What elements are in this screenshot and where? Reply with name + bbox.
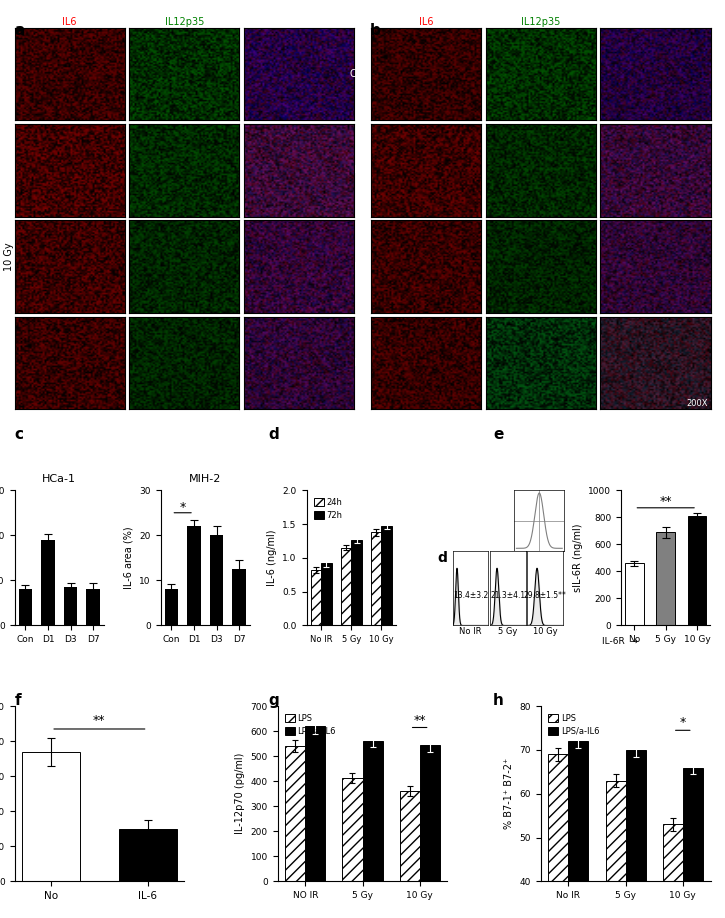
Text: h: h	[493, 693, 504, 708]
Bar	[399, 791, 420, 881]
Text: d: d	[268, 427, 279, 442]
Y-axis label: IL-6 area (%): IL-6 area (%)	[124, 527, 133, 589]
Bar	[548, 755, 568, 918]
Text: d: d	[437, 551, 447, 565]
Bar	[64, 588, 78, 625]
Bar	[656, 532, 675, 625]
Bar	[687, 516, 706, 625]
Y-axis label: D1: D1	[355, 165, 368, 175]
Title: MIH-2: MIH-2	[189, 474, 221, 484]
Bar	[305, 726, 326, 881]
Title: IL6: IL6	[419, 17, 434, 27]
Bar	[210, 535, 223, 625]
Title: IL12p35: IL12p35	[165, 17, 204, 27]
Y-axis label: Con: Con	[0, 69, 12, 79]
Y-axis label: IL-12p70 (pg/ml): IL-12p70 (pg/ml)	[235, 753, 245, 834]
Legend: 24h, 72h: 24h, 72h	[311, 495, 346, 523]
Y-axis label: D7: D7	[0, 358, 12, 368]
Title: Merge: Merge	[640, 17, 671, 27]
Text: b: b	[370, 23, 381, 38]
Title: IL6: IL6	[62, 17, 77, 27]
Title: IL12p35: IL12p35	[521, 17, 560, 27]
Y-axis label: IL-6 (ng/ml): IL-6 (ng/ml)	[267, 530, 277, 586]
Text: IL-6R  →: IL-6R →	[602, 637, 639, 646]
Text: **: **	[413, 713, 426, 727]
Y-axis label: D1: D1	[0, 165, 12, 175]
Y-axis label: Con: Con	[349, 69, 368, 79]
Bar	[22, 752, 80, 881]
Bar	[683, 767, 703, 918]
Title: HCa-1: HCa-1	[42, 474, 76, 484]
Text: *: *	[679, 716, 686, 729]
Y-axis label: D7: D7	[355, 358, 368, 368]
Y-axis label: sIL-6R (ng/ml): sIL-6R (ng/ml)	[573, 523, 583, 592]
Bar	[626, 750, 646, 918]
Title: Merge: Merge	[283, 17, 314, 27]
Bar	[86, 589, 100, 625]
Bar	[381, 526, 392, 625]
Bar	[286, 746, 305, 881]
Y-axis label: D3: D3	[0, 262, 12, 272]
Bar	[187, 526, 201, 625]
Text: a: a	[14, 23, 25, 38]
Bar	[310, 570, 321, 625]
Bar	[625, 564, 644, 625]
Text: g: g	[268, 693, 279, 708]
Y-axis label: D3: D3	[355, 262, 368, 272]
Bar	[420, 745, 439, 881]
Bar	[568, 741, 589, 918]
Bar	[371, 532, 381, 625]
Text: 200X: 200X	[687, 398, 708, 408]
Y-axis label: % B7-1⁺ B7-2⁺: % B7-1⁺ B7-2⁺	[504, 758, 514, 829]
Bar	[341, 548, 352, 625]
Bar	[362, 741, 383, 881]
Bar	[321, 564, 332, 625]
Text: f: f	[14, 693, 21, 708]
Bar	[19, 589, 32, 625]
Legend: LPS, LPS/a-IL6: LPS, LPS/a-IL6	[545, 711, 602, 739]
Bar	[605, 780, 626, 918]
Text: **: **	[660, 495, 672, 508]
Bar	[165, 589, 178, 625]
Bar	[119, 829, 177, 881]
Text: **: **	[93, 713, 106, 727]
Bar	[233, 569, 246, 625]
Text: c: c	[14, 427, 23, 442]
Bar	[41, 540, 55, 625]
Text: *: *	[180, 500, 186, 513]
Text: e: e	[493, 427, 503, 442]
Bar	[352, 540, 362, 625]
Bar	[342, 778, 362, 881]
Text: 10 Gy: 10 Gy	[4, 242, 14, 272]
Legend: LPS, LPS/a-IL6: LPS, LPS/a-IL6	[282, 711, 339, 739]
Bar	[663, 824, 683, 918]
